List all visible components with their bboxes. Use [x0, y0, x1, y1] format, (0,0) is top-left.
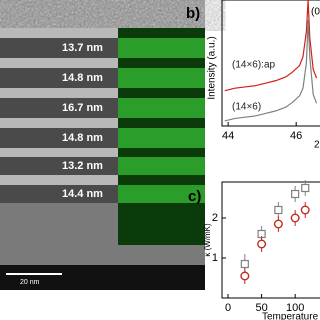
layer-label: 13.2 nm — [62, 160, 103, 172]
marker — [257, 239, 267, 249]
panel-b: b) 44 46 2θ (°) Intensity (a.u.) (14×6):ap (14… — [186, 0, 320, 151]
y-axis-label: Intensity (a.u.) — [207, 36, 218, 99]
marker — [274, 205, 283, 215]
curve — [224, 0, 318, 92]
plot-frame — [221, 0, 320, 127]
x-tick-label: 46 — [290, 130, 302, 142]
peak-annotation: (0 — [311, 7, 320, 18]
series-label: (14×6) — [232, 102, 261, 113]
series-label: (14×6):ap — [232, 60, 276, 71]
layer-labels: 13.7 nm 14.8 nm 16.7 nm 14.8 nm 13.2 nm 14.4 … — [62, 42, 103, 200]
marker — [301, 183, 310, 193]
curve — [224, 20, 318, 122]
marker — [291, 189, 300, 199]
marker — [240, 271, 250, 281]
y-axis-label: κ (W/mK) — [203, 223, 212, 257]
x-axis-label: Temperature (K) — [262, 312, 320, 320]
layer-label: 16.7 nm — [62, 102, 103, 114]
marker — [273, 219, 283, 229]
x-tick-label: 50 — [255, 302, 267, 314]
plot-frame — [221, 181, 320, 299]
panel-label: c) — [188, 188, 201, 205]
x-tick-label: 100 — [286, 302, 304, 314]
marker — [290, 213, 300, 223]
layer-label: 13.7 nm — [62, 42, 103, 54]
x-tick-label: 44 — [222, 130, 234, 142]
marker — [300, 205, 310, 215]
panel-label: b) — [186, 5, 200, 22]
marker — [240, 259, 249, 269]
y-tick-label: 1 — [212, 252, 218, 264]
panel-c: c) 0 50 100 1 2 Temperature (K) κ (W/mK) — [188, 180, 320, 320]
x-axis-label: 2θ (°) — [314, 140, 320, 151]
layer-label: 14.8 nm — [62, 132, 103, 144]
x-tick-label: 0 — [225, 302, 231, 314]
layer-label: 14.8 nm — [62, 72, 103, 84]
scale-bar-label: 20 nm — [20, 279, 40, 286]
y-tick-label: 2 — [212, 212, 218, 224]
layer-label: 14.4 nm — [62, 188, 103, 200]
tem-image: 20 nm — [0, 0, 205, 290]
